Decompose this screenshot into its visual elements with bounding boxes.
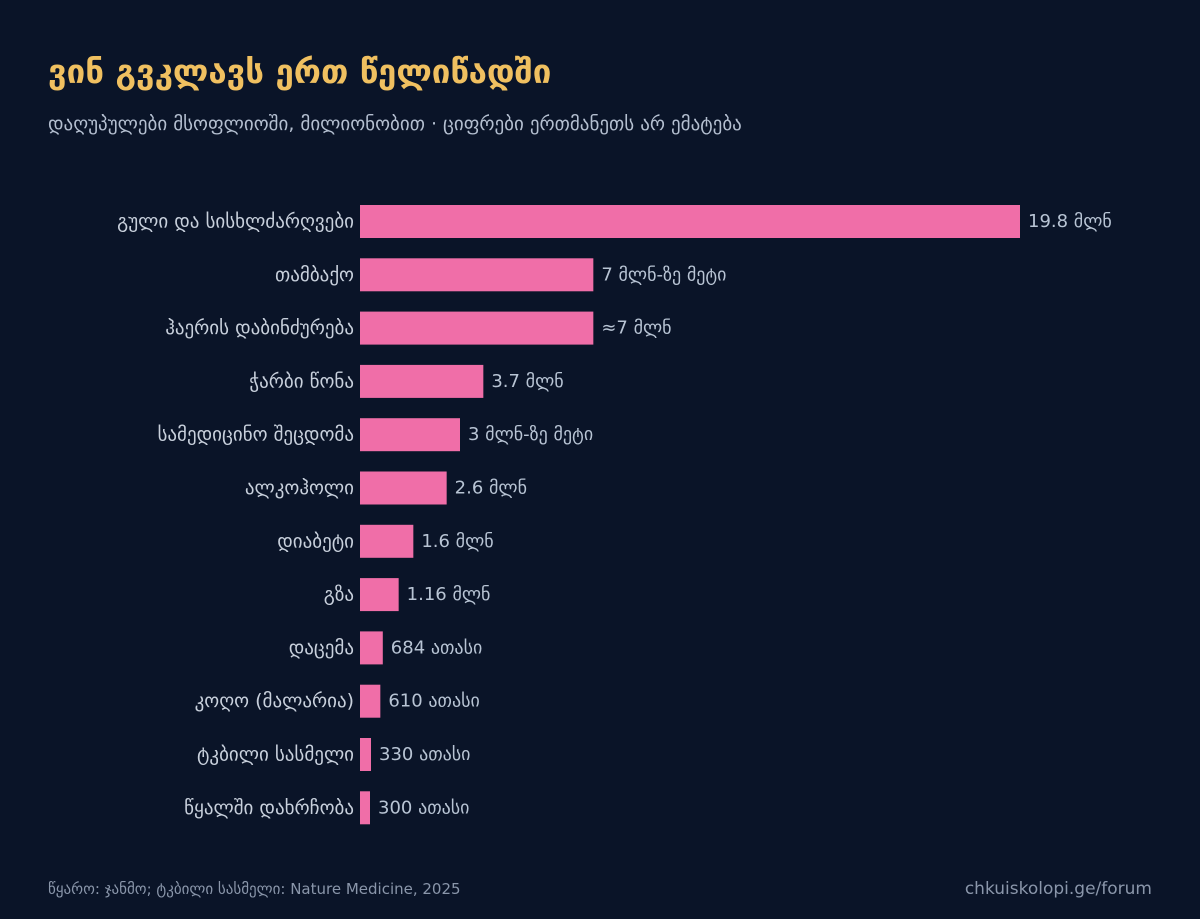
bar xyxy=(360,418,460,452)
bar-group: თამბაქო 7 მლნ-ზე მეტი xyxy=(275,258,726,292)
bar-group: გული და სისხლძარღვები 19.8 მლნ xyxy=(117,205,1112,238)
category-label: კოღო (მალარია) xyxy=(195,690,354,712)
value-label: 1.16 მლნ xyxy=(407,584,491,605)
category-label: ალკოჰოლი xyxy=(245,477,354,499)
chart-title: ვინ გვკლავს ერთ წელიწადში xyxy=(48,52,552,91)
category-label: სამედიცინო შეცდომა xyxy=(157,424,354,446)
value-label: 610 ათასი xyxy=(388,691,480,712)
footer-site-link[interactable]: chkuiskolopi.ge/forum xyxy=(964,879,1152,899)
value-label: 300 ათასი xyxy=(378,797,470,818)
value-label: 19.8 მლნ xyxy=(1028,211,1112,232)
value-label: 2.6 მლნ xyxy=(455,478,527,499)
category-label: ჭარბი წონა xyxy=(249,370,354,392)
bar xyxy=(360,311,594,345)
bar xyxy=(360,738,371,771)
bar-group: ტკბილი სასმელი 330 ათასი xyxy=(197,738,471,771)
value-label: 7 მლნ-ზე მეტი xyxy=(601,264,726,285)
bar xyxy=(360,258,594,292)
bar xyxy=(360,524,414,558)
category-label: ჰაერის დაბინძურება xyxy=(165,317,354,339)
bar-group: დაცემა 684 ათასი xyxy=(289,631,483,665)
bar-group: ჰაერის დაბინძურება ≈7 მლნ xyxy=(165,311,672,345)
bar-group: სამედიცინო შეცდომა 3 მლნ-ზე მეტი xyxy=(157,418,593,452)
bar xyxy=(360,684,381,718)
category-label: დიაბეტი xyxy=(277,530,354,552)
bar-group: კოღო (მალარია) 610 ათასი xyxy=(195,684,480,718)
value-label: 3 მლნ-ზე მეტი xyxy=(468,424,593,445)
value-label: 684 ათასი xyxy=(391,637,483,658)
bar-group: გზა 1.16 მლნ xyxy=(324,578,491,612)
bar xyxy=(360,364,484,398)
value-label: 3.7 მლნ xyxy=(491,371,563,392)
bar xyxy=(360,631,383,665)
bar xyxy=(360,205,1020,238)
bar-group: ალკოჰოლი 2.6 მლნ xyxy=(245,471,527,505)
chart-subtitle: დაღუპულები მსოფლიოში, მილიონობით · ციფრე… xyxy=(48,113,742,135)
bar-group: დიაბეტი 1.6 მლნ xyxy=(277,524,494,558)
category-label: თამბაქო xyxy=(275,264,354,286)
value-label: 1.6 მლნ xyxy=(421,531,493,552)
bar xyxy=(360,471,447,505)
value-label: 330 ათასი xyxy=(379,744,471,765)
category-label: წყალში დახრჩობა xyxy=(184,797,354,819)
footer-source: წყარო: ჯანმო; ტკბილი სასმელი: Nature Med… xyxy=(48,880,461,898)
category-label: გული და სისხლძარღვები xyxy=(117,211,354,233)
category-label: დაცემა xyxy=(289,637,354,659)
bar-group: წყალში დახრჩობა 300 ათასი xyxy=(184,791,470,825)
bar xyxy=(360,791,370,825)
category-label: გზა xyxy=(324,584,354,606)
category-label: ტკბილი სასმელი xyxy=(197,744,354,766)
bar xyxy=(360,578,399,612)
value-label: ≈7 მლნ xyxy=(601,318,671,339)
bar-group: ჭარბი წონა 3.7 მლნ xyxy=(249,364,564,398)
